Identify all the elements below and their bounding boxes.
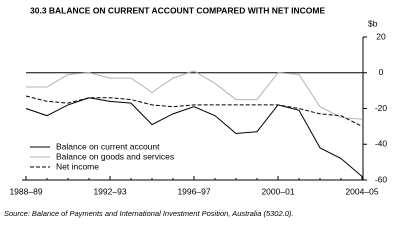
data-line <box>25 97 363 177</box>
legend-label: Balance on current account <box>56 141 160 151</box>
x-tick-label: 1992–93 <box>93 186 126 196</box>
legend-label: Balance on goods and services <box>56 151 174 161</box>
x-tick-label: 2004–05 <box>345 186 378 196</box>
legend-label: Net income <box>56 161 99 171</box>
y-tick-label: 0 <box>379 67 384 77</box>
y-tick-label: 20 <box>376 31 386 41</box>
page: {"chart_data": {"type": "line", "title":… <box>4 5 388 218</box>
x-tick-label: 2000–01 <box>261 186 294 196</box>
chart: 30.3 BALANCE ON CURRENT ACCOUNT COMPARED… <box>4 5 388 218</box>
chart-title: 30.3 BALANCE ON CURRENT ACCOUNT COMPARED… <box>30 5 325 15</box>
source-note: Source: Balance of Payments and Internat… <box>4 209 293 218</box>
x-tick-label: 1996–97 <box>177 186 210 196</box>
y-tick-label: -40 <box>375 139 388 149</box>
y-tick-label: -20 <box>375 103 388 113</box>
data-line <box>26 70 363 120</box>
y-axis-label: $b <box>368 18 378 28</box>
data-line <box>25 95 363 127</box>
y-tick-label: -60 <box>375 174 388 184</box>
x-tick-label: 1988–89 <box>9 186 42 196</box>
